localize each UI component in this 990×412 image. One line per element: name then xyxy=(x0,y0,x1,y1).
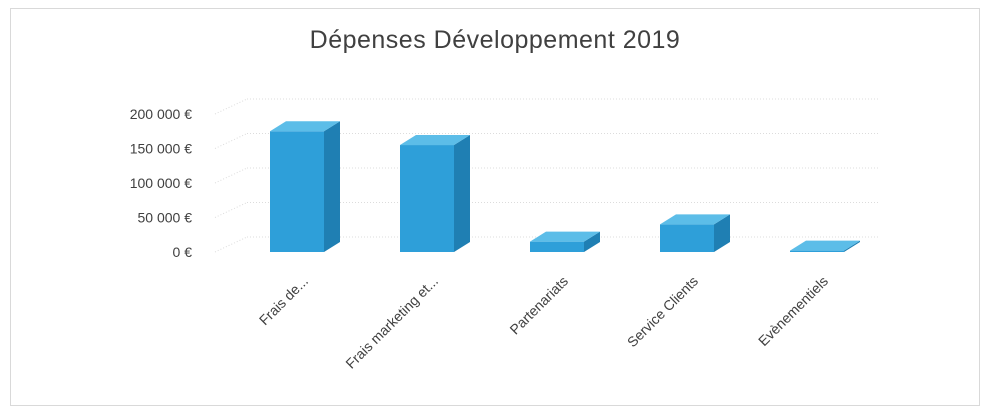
x-axis-ticks: Frais de... Frais marketing et... Partenar… xyxy=(256,273,831,372)
bar-3-top xyxy=(660,214,730,225)
bar-0-side xyxy=(324,121,340,252)
y-tick-label: 200 000 € xyxy=(130,106,192,122)
bar-3-front xyxy=(660,224,714,252)
bar-2-top xyxy=(530,231,600,242)
y-tick-label: 100 000 € xyxy=(130,175,192,191)
gridline-wall-1 xyxy=(214,202,248,218)
x-tick-label: Partenariats xyxy=(506,273,571,338)
y-axis-ticks: 0 € 50 000 € 100 000 € 150 000 € 200 000 € xyxy=(130,106,193,260)
x-tick-label: Service Clients xyxy=(624,273,701,350)
gridline-wall-0 xyxy=(214,236,248,253)
bar-1-top xyxy=(400,135,470,146)
x-tick-label: Frais marketing et... xyxy=(342,273,441,372)
bar-0-front xyxy=(270,131,324,252)
gridline-wall-4 xyxy=(214,98,248,115)
gridline-wall-3 xyxy=(214,133,248,149)
bars xyxy=(270,121,860,252)
bar-3-side xyxy=(714,214,730,252)
chart-title: Dépenses Développement 2019 xyxy=(309,26,681,54)
grid-lines xyxy=(214,98,880,253)
x-tick-label: Evènementiels xyxy=(755,273,831,349)
y-tick-label: 0 € xyxy=(173,244,193,260)
bar-1-front xyxy=(400,145,454,252)
y-tick-label: 50 000 € xyxy=(138,210,193,226)
chart-frame xyxy=(10,8,980,406)
bar-0-top xyxy=(270,121,340,132)
bar-4-front xyxy=(790,250,844,252)
bar-2-front xyxy=(530,241,584,252)
bar-1-side xyxy=(454,135,470,252)
x-tick-label: Frais de... xyxy=(256,273,311,328)
gridline-wall-2 xyxy=(214,167,248,184)
bar-4-top xyxy=(790,240,860,251)
bar-2-side xyxy=(584,231,600,252)
y-tick-label: 150 000 € xyxy=(130,141,192,157)
bar-4-side xyxy=(844,240,860,252)
